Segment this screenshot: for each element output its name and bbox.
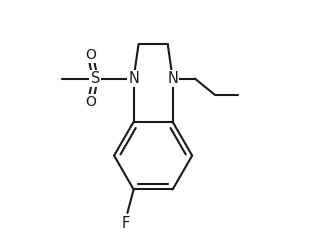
Text: F: F xyxy=(121,216,129,231)
Text: N: N xyxy=(167,71,178,86)
Text: S: S xyxy=(91,71,100,86)
Text: N: N xyxy=(128,71,139,86)
Text: O: O xyxy=(85,48,96,62)
Text: O: O xyxy=(85,95,96,109)
